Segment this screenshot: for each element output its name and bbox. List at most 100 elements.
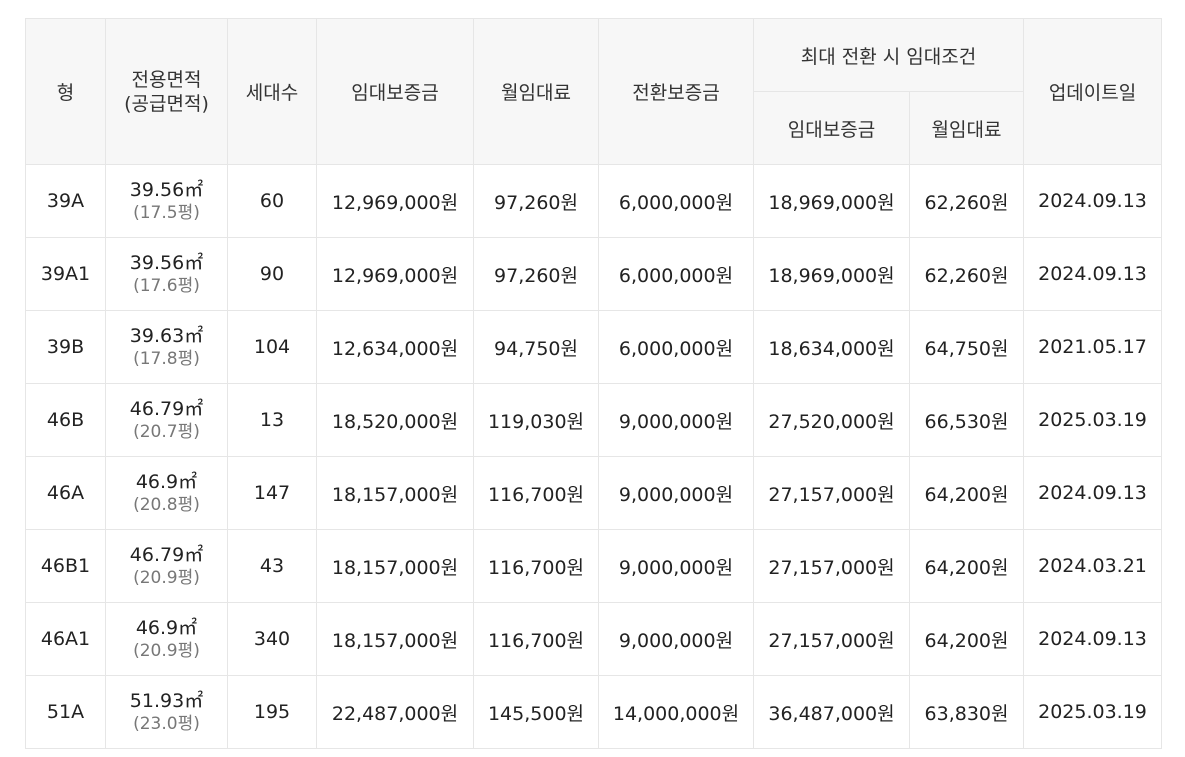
header-conversion-deposit: 전환보증금 <box>598 18 754 165</box>
cell-updated: 2024.09.13 <box>1023 456 1163 530</box>
header-area-line2: (공급면적) <box>124 92 209 115</box>
cell-deposit: 22,487,000원 <box>316 675 474 749</box>
cell-area: 39.63㎡ (17.8평) <box>105 310 228 384</box>
cell-type: 39A <box>25 164 106 238</box>
cell-monthly: 116,700원 <box>473 529 599 603</box>
table-row: 46B1 46.79㎡ (20.9평) 43 18,157,000원 116,700원 9,… <box>25 529 1163 603</box>
cell-households: 43 <box>227 529 317 603</box>
cell-area: 39.56㎡ (17.6평) <box>105 237 228 311</box>
cell-conversion-deposit: 9,000,000원 <box>598 456 754 530</box>
cell-max-monthly: 62,260원 <box>908 164 1025 238</box>
cell-area-supply: (17.8평) <box>133 348 200 369</box>
cell-conversion-deposit: 9,000,000원 <box>598 602 754 676</box>
cell-max-deposit: 36,487,000원 <box>753 675 910 749</box>
cell-area-supply: (20.9평) <box>133 567 200 588</box>
rental-conditions-table-container: 형 전용면적 (공급면적) 세대수 임대보증금 월임대료 전환보증금 최대 전환… <box>25 18 1163 749</box>
cell-conversion-deposit: 9,000,000원 <box>598 383 754 457</box>
cell-max-monthly: 64,200원 <box>908 456 1025 530</box>
cell-updated: 2021.05.17 <box>1023 310 1163 384</box>
cell-monthly: 116,700원 <box>473 602 599 676</box>
header-households: 세대수 <box>227 18 317 165</box>
cell-monthly: 119,030원 <box>473 383 599 457</box>
cell-households: 60 <box>227 164 317 238</box>
table-body: 39A 39.56㎡ (17.5평) 60 12,969,000원 97,260원 6,00… <box>25 164 1163 749</box>
cell-max-monthly: 66,530원 <box>908 383 1025 457</box>
cell-households: 90 <box>227 237 317 311</box>
cell-max-monthly: 63,830원 <box>908 675 1025 749</box>
cell-max-deposit: 27,157,000원 <box>753 456 910 530</box>
cell-area-supply: (20.8평) <box>133 494 200 515</box>
cell-max-deposit: 27,520,000원 <box>753 383 910 457</box>
cell-type: 46B1 <box>25 529 106 603</box>
cell-monthly: 97,260원 <box>473 237 599 311</box>
cell-area: 46.9㎡ (20.9평) <box>105 602 228 676</box>
cell-area-exclusive: 51.93㎡ <box>129 689 204 712</box>
cell-households: 104 <box>227 310 317 384</box>
cell-area-exclusive: 46.79㎡ <box>129 543 204 566</box>
cell-type: 39A1 <box>25 237 106 311</box>
cell-conversion-deposit: 6,000,000원 <box>598 237 754 311</box>
cell-type: 46B <box>25 383 106 457</box>
table-row: 39B 39.63㎡ (17.8평) 104 12,634,000원 94,750원 6,0… <box>25 310 1163 384</box>
cell-type: 39B <box>25 310 106 384</box>
cell-area-supply: (23.0평) <box>133 713 200 734</box>
cell-type: 51A <box>25 675 106 749</box>
cell-updated: 2024.09.13 <box>1023 237 1163 311</box>
cell-area: 46.9㎡ (20.8평) <box>105 456 228 530</box>
cell-max-monthly: 64,750원 <box>908 310 1025 384</box>
cell-max-deposit: 27,157,000원 <box>753 602 910 676</box>
cell-households: 13 <box>227 383 317 457</box>
cell-updated: 2024.09.13 <box>1023 602 1163 676</box>
cell-area-exclusive: 46.79㎡ <box>129 397 204 420</box>
cell-monthly: 97,260원 <box>473 164 599 238</box>
cell-area-exclusive: 46.9㎡ <box>135 470 198 493</box>
cell-monthly: 94,750원 <box>473 310 599 384</box>
rental-conditions-table: 형 전용면적 (공급면적) 세대수 임대보증금 월임대료 전환보증금 최대 전환… <box>25 18 1163 749</box>
cell-deposit: 18,157,000원 <box>316 529 474 603</box>
table-row: 39A1 39.56㎡ (17.6평) 90 12,969,000원 97,260원 6,0… <box>25 237 1163 311</box>
cell-area: 51.93㎡ (23.0평) <box>105 675 228 749</box>
cell-deposit: 18,157,000원 <box>316 602 474 676</box>
cell-type: 46A1 <box>25 602 106 676</box>
table-row: 51A 51.93㎡ (23.0평) 195 22,487,000원 145,500원 14… <box>25 675 1163 749</box>
cell-max-deposit: 18,969,000원 <box>753 164 910 238</box>
cell-area-supply: (20.7평) <box>133 421 200 442</box>
cell-max-monthly: 64,200원 <box>908 529 1025 603</box>
header-updated: 업데이트일 <box>1023 18 1163 165</box>
cell-area-supply: (17.5평) <box>133 202 200 223</box>
header-deposit: 임대보증금 <box>316 18 474 165</box>
cell-area-exclusive: 39.56㎡ <box>129 178 204 201</box>
cell-max-monthly: 62,260원 <box>908 237 1025 311</box>
cell-max-deposit: 18,634,000원 <box>753 310 910 384</box>
header-max-conversion: 최대 전환 시 임대조건 <box>752 18 1025 92</box>
cell-area-exclusive: 39.63㎡ <box>129 324 204 347</box>
cell-households: 340 <box>227 602 317 676</box>
cell-updated: 2025.03.19 <box>1023 383 1163 457</box>
table-row: 46A 46.9㎡ (20.8평) 147 18,157,000원 116,700원 9,0… <box>25 456 1163 530</box>
cell-conversion-deposit: 9,000,000원 <box>598 529 754 603</box>
cell-area-supply: (17.6평) <box>133 275 200 296</box>
header-area: 전용면적 (공급면적) <box>105 18 228 165</box>
cell-area: 46.79㎡ (20.7평) <box>105 383 228 457</box>
cell-area-exclusive: 46.9㎡ <box>135 616 198 639</box>
table-row: 46A1 46.9㎡ (20.9평) 340 18,157,000원 116,700원 9,… <box>25 602 1163 676</box>
table-row: 39A 39.56㎡ (17.5평) 60 12,969,000원 97,260원 6,00… <box>25 164 1163 238</box>
header-type: 형 <box>25 18 106 165</box>
cell-conversion-deposit: 6,000,000원 <box>598 310 754 384</box>
cell-monthly: 145,500원 <box>473 675 599 749</box>
cell-area: 46.79㎡ (20.9평) <box>105 529 228 603</box>
header-area-line1: 전용면적 <box>131 68 202 91</box>
header-max-monthly: 월임대료 <box>908 91 1025 165</box>
cell-area-supply: (20.9평) <box>133 640 200 661</box>
header-monthly: 월임대료 <box>473 18 599 165</box>
cell-conversion-deposit: 6,000,000원 <box>598 164 754 238</box>
cell-area-exclusive: 39.56㎡ <box>129 251 204 274</box>
header-max-deposit: 임대보증금 <box>753 91 910 165</box>
cell-deposit: 12,969,000원 <box>316 237 474 311</box>
cell-conversion-deposit: 14,000,000원 <box>598 675 754 749</box>
table-row: 46B 46.79㎡ (20.7평) 13 18,520,000원 119,030원 9,0… <box>25 383 1163 457</box>
cell-area: 39.56㎡ (17.5평) <box>105 164 228 238</box>
cell-deposit: 12,969,000원 <box>316 164 474 238</box>
cell-deposit: 18,157,000원 <box>316 456 474 530</box>
cell-max-deposit: 27,157,000원 <box>753 529 910 603</box>
